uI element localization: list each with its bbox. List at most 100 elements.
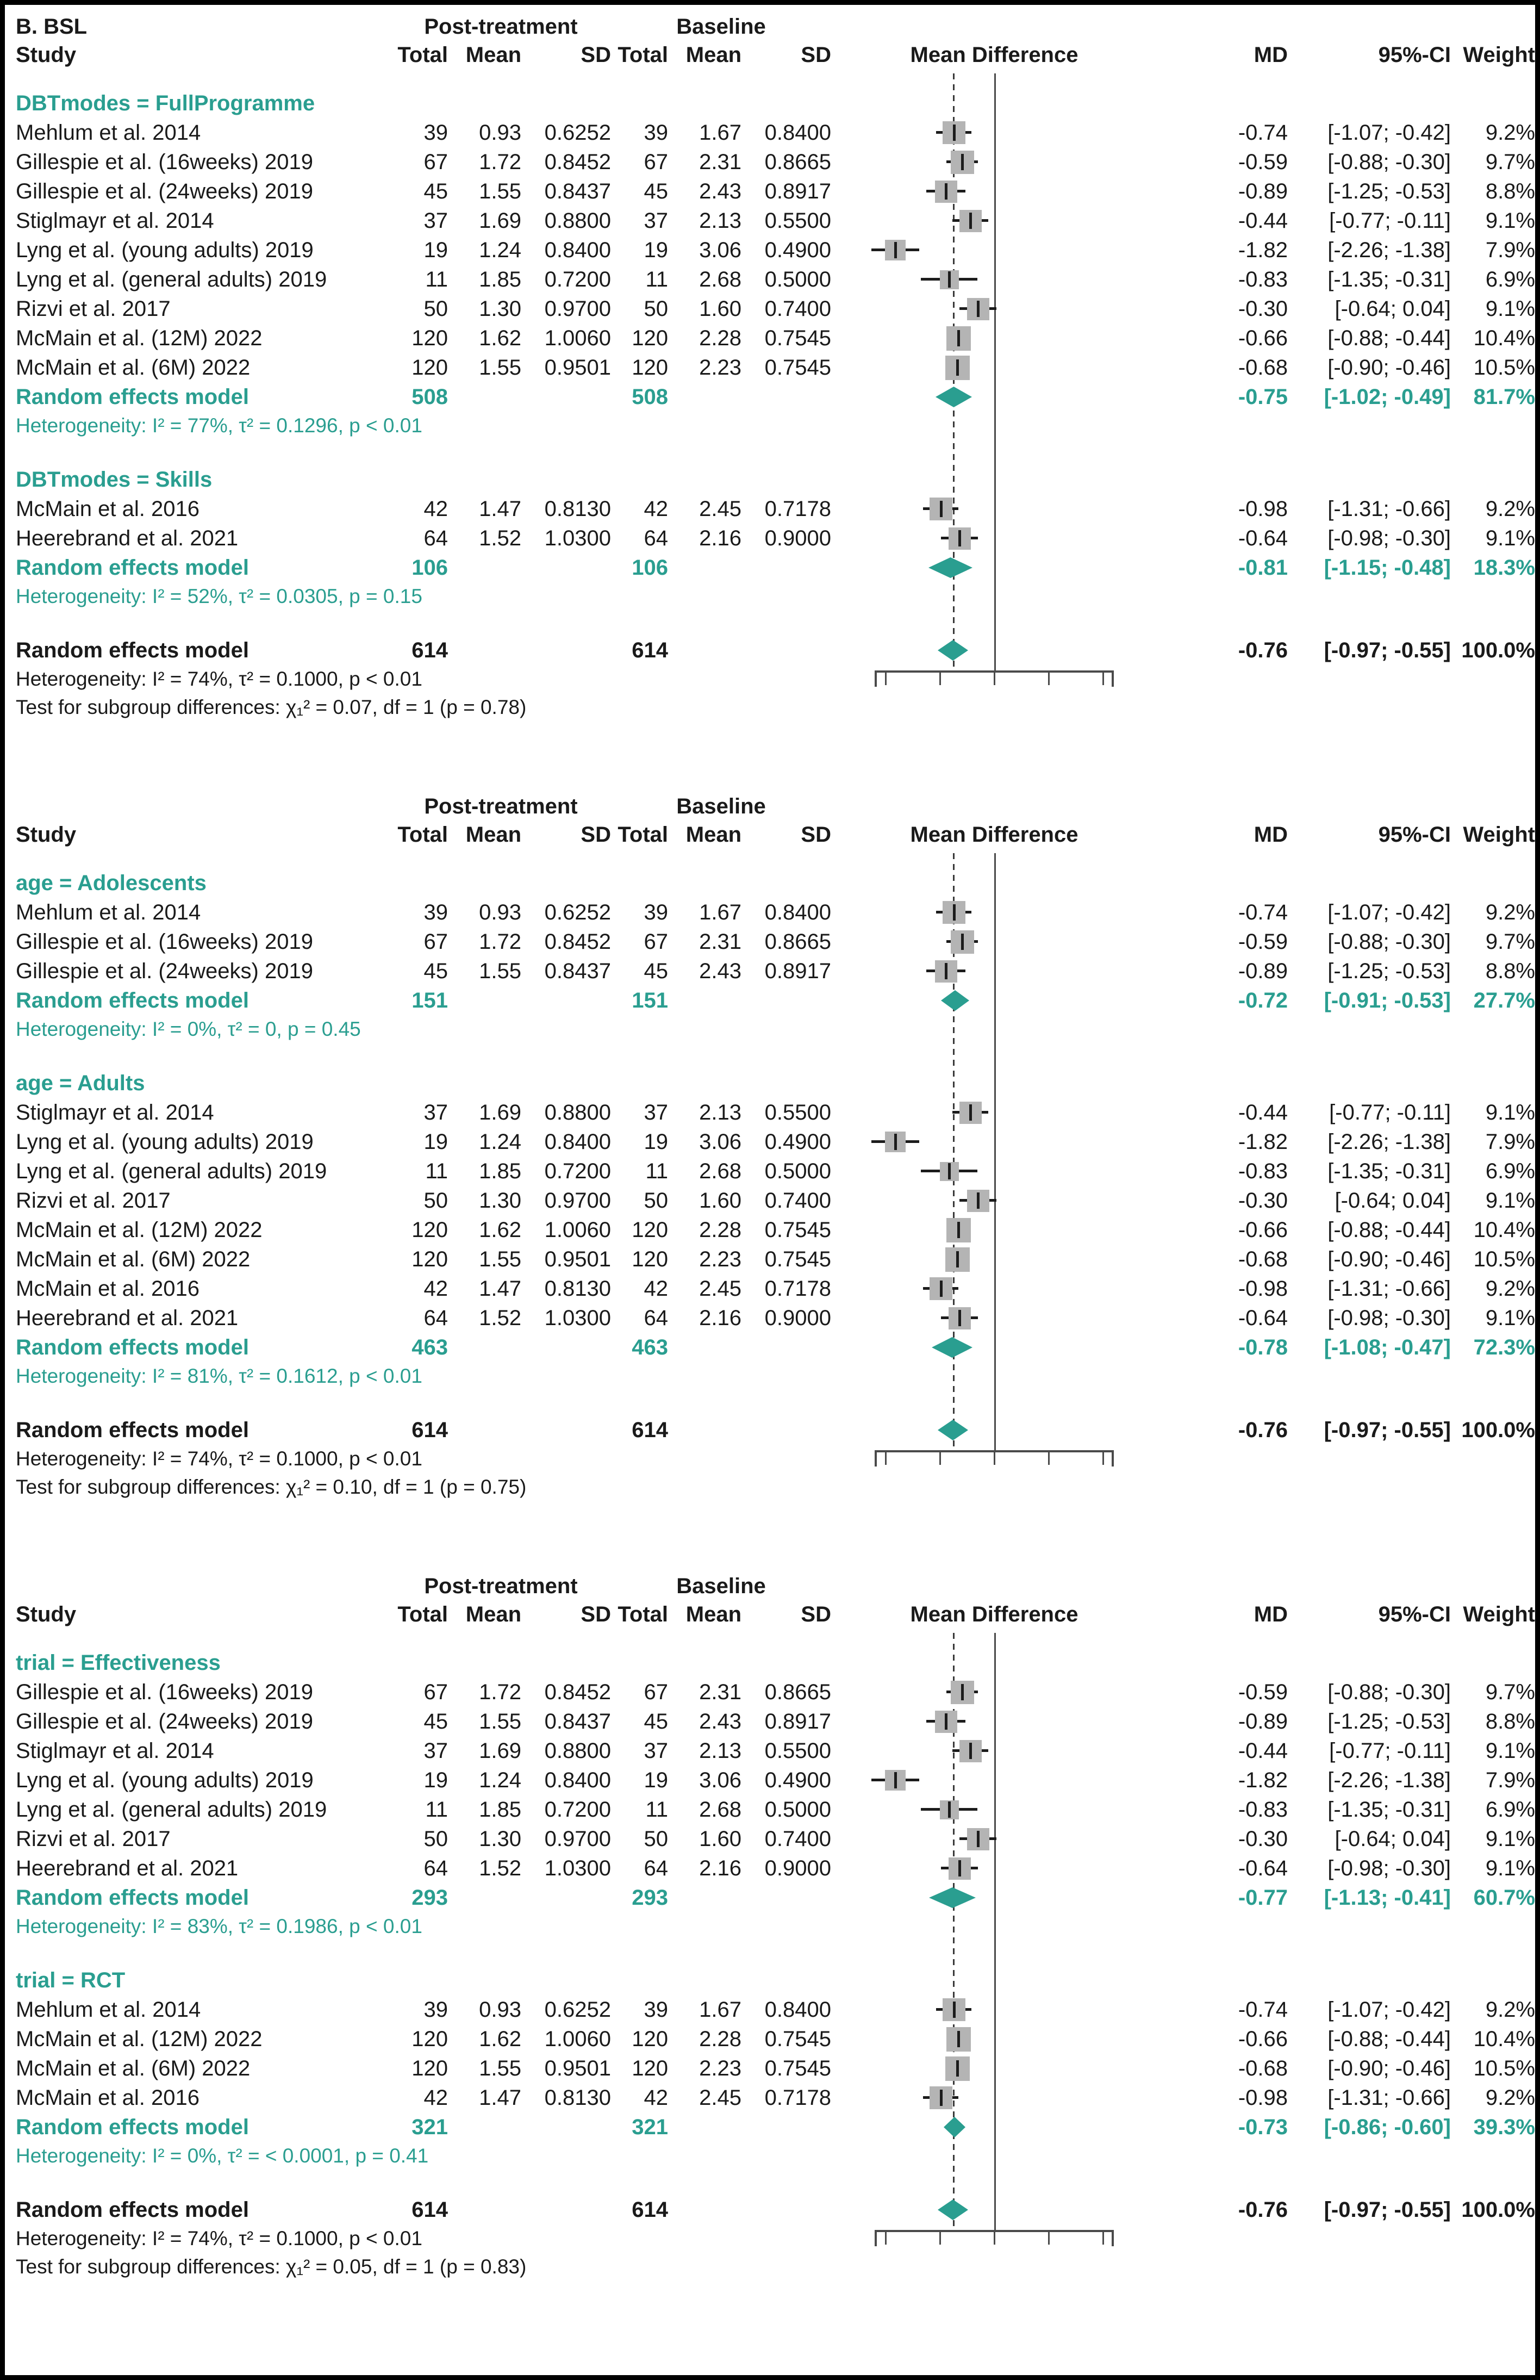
post-sd: 0.8452 xyxy=(544,929,611,954)
ci-value: [-0.98; -0.30] xyxy=(1327,1856,1451,1880)
post-mean: 1.69 xyxy=(479,208,521,233)
post-sd: 0.7200 xyxy=(544,267,611,291)
forest-plot-cell xyxy=(831,324,1214,353)
post-mean: 1.47 xyxy=(479,1276,521,1301)
baseline-mean: 2.28 xyxy=(699,1217,741,1242)
forest-plot-cell xyxy=(831,1245,1214,1274)
baseline-total: 19 xyxy=(644,238,669,262)
baseline-total: 67 xyxy=(644,929,669,954)
post-sd: 0.8437 xyxy=(544,959,611,983)
md-value: -0.68 xyxy=(1238,1247,1288,1271)
baseline-mean: 2.13 xyxy=(699,208,741,233)
post-sd: 1.0060 xyxy=(544,2027,611,2051)
post-total: 37 xyxy=(423,1100,448,1124)
x-axis xyxy=(831,1450,1214,1515)
weight-value: 81.7% xyxy=(1473,384,1535,409)
header-line-2: Study Total Mean SD Total Mean SD Mean Differen… xyxy=(5,821,1535,849)
post-mean: 1.85 xyxy=(479,267,521,291)
point-estimate-tick xyxy=(940,1281,943,1297)
md-value: -0.83 xyxy=(1238,1159,1288,1183)
column-header-post-treatment: Post-treatment xyxy=(424,794,578,818)
point-estimate-tick xyxy=(977,301,980,317)
weight-value: 7.9% xyxy=(1485,1129,1535,1154)
baseline-total: 64 xyxy=(644,1306,669,1330)
baseline-sd: 0.7178 xyxy=(764,496,831,521)
post-total: 19 xyxy=(423,1129,448,1154)
weight-value: 100.0% xyxy=(1461,2197,1535,2222)
baseline-sd: 0.7178 xyxy=(764,1276,831,1301)
md-value: -0.83 xyxy=(1238,1797,1288,1822)
forest-plot-cell xyxy=(831,553,1214,582)
forest-plot-cell xyxy=(831,265,1214,294)
baseline-total: 614 xyxy=(632,638,668,662)
post-sd: 0.8400 xyxy=(544,1768,611,1792)
baseline-total: 106 xyxy=(632,555,668,580)
post-total: 463 xyxy=(412,1335,448,1359)
study-name: McMain et al. (12M) 2022 xyxy=(16,1217,263,1242)
post-total: 39 xyxy=(423,900,448,924)
column-header-sd-post: SD xyxy=(581,822,611,847)
weight-value: 6.9% xyxy=(1485,267,1535,291)
ci-value: [-1.31; -0.66] xyxy=(1327,1276,1451,1301)
baseline-total: 321 xyxy=(632,2115,668,2139)
post-total: 614 xyxy=(412,638,448,662)
baseline-total: 293 xyxy=(632,1885,668,1910)
x-axis-tick xyxy=(939,1450,941,1465)
baseline-mean: 1.67 xyxy=(699,900,741,924)
post-sd: 0.8800 xyxy=(544,208,611,233)
study-name: Heerebrand et al. 2021 xyxy=(16,1856,239,1880)
baseline-mean: 1.67 xyxy=(699,120,741,145)
study-row: Lyng et al. (young adults) 2019 19 1.24 0.8… xyxy=(5,235,1535,265)
pooled-diamond xyxy=(932,1337,972,1358)
baseline-total: 64 xyxy=(644,1856,669,1880)
column-header-mean-baseline: Mean xyxy=(685,822,741,847)
baseline-mean: 2.68 xyxy=(699,267,741,291)
weight-value: 18.3% xyxy=(1473,555,1535,580)
x-axis-tick xyxy=(1048,670,1050,685)
subgroup-title: trial = Effectiveness xyxy=(16,1651,221,1675)
baseline-sd: 0.8665 xyxy=(764,1680,831,1704)
column-header-study: Study xyxy=(16,822,77,847)
x-axis-tick xyxy=(939,670,941,685)
study-name: Lyng et al. (general adults) 2019 xyxy=(16,1797,327,1822)
heterogeneity-line: Heterogeneity: I² = 77%, τ² = 0.1296, p … xyxy=(16,414,422,437)
forest-plot-cell xyxy=(831,118,1214,147)
x-axis-end-cap xyxy=(875,2230,877,2246)
study-name: McMain et al. (6M) 2022 xyxy=(16,355,251,380)
post-mean: 0.93 xyxy=(479,900,521,924)
md-value: -1.82 xyxy=(1238,1768,1288,1792)
md-value: -0.68 xyxy=(1238,2056,1288,2080)
baseline-sd: 0.4900 xyxy=(764,1768,831,1792)
study-row: Gillespie et al. (16weeks) 2019 67 1.72 0.8… xyxy=(5,147,1535,177)
forest-plot-cell xyxy=(831,1274,1214,1303)
weight-value: 9.2% xyxy=(1485,1276,1535,1301)
post-total: 19 xyxy=(423,238,448,262)
post-total: 11 xyxy=(425,1797,448,1822)
ci-value: [-0.64; 0.04] xyxy=(1335,1188,1451,1213)
md-value: -0.30 xyxy=(1238,1188,1288,1213)
md-value: -0.66 xyxy=(1238,1217,1288,1242)
baseline-mean: 2.31 xyxy=(699,929,741,954)
ci-value: [-1.15; -0.48] xyxy=(1324,555,1451,580)
md-value: -0.64 xyxy=(1238,1856,1288,1880)
post-mean: 1.24 xyxy=(479,1129,521,1154)
baseline-sd: 0.7545 xyxy=(764,1217,831,1242)
post-sd: 0.8400 xyxy=(544,238,611,262)
forest-plot-cell xyxy=(831,1098,1214,1127)
column-header-sd-baseline: SD xyxy=(801,822,831,847)
study-name: McMain et al. 2016 xyxy=(16,1276,199,1301)
baseline-total: 64 xyxy=(644,526,669,550)
ci-value: [-1.31; -0.66] xyxy=(1327,496,1451,521)
pooled-diamond xyxy=(944,2117,965,2137)
overall-heterogeneity-line: Heterogeneity: I² = 74%, τ² = 0.1000, p … xyxy=(16,668,422,690)
study-name: McMain et al. (12M) 2022 xyxy=(16,326,263,350)
study-row: Lyng et al. (general adults) 2019 11 1.85 0… xyxy=(5,1157,1535,1186)
panel-bottom-pad xyxy=(5,2281,1535,2314)
forest-plot-cell xyxy=(831,636,1214,665)
point-estimate-tick xyxy=(940,2090,943,2106)
point-estimate-tick xyxy=(957,2031,960,2047)
forest-plot-cell xyxy=(831,986,1214,1015)
header-line-1: B. BSL Post-treatment Baseline xyxy=(5,13,1535,41)
x-axis-tick xyxy=(1048,1450,1050,1465)
baseline-total: 50 xyxy=(644,296,669,321)
